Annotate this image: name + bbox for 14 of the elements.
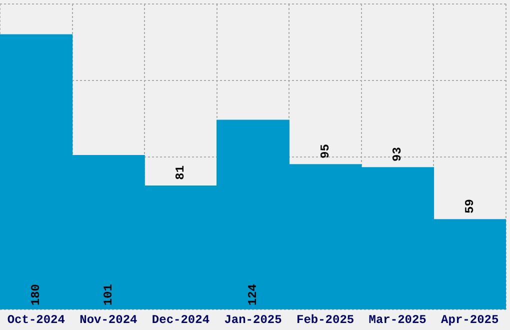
data-label: 124 xyxy=(246,284,260,306)
x-tick-label: Mar-2025 xyxy=(368,312,426,327)
x-tick-label: Oct-2024 xyxy=(7,312,65,327)
x-tick-label: Feb-2025 xyxy=(296,312,354,327)
data-label: 81 xyxy=(174,165,188,180)
x-tick-label: Dec-2024 xyxy=(152,312,210,327)
data-label: 95 xyxy=(318,144,332,158)
x-tick-label: Apr-2025 xyxy=(441,312,499,327)
x-tick-label: Jan-2025 xyxy=(224,312,282,327)
data-label: 101 xyxy=(101,284,116,306)
data-label: 180 xyxy=(29,284,44,306)
x-tick-label: Nov-2024 xyxy=(80,312,138,327)
data-label: 59 xyxy=(462,199,477,214)
data-label: 93 xyxy=(390,147,405,162)
